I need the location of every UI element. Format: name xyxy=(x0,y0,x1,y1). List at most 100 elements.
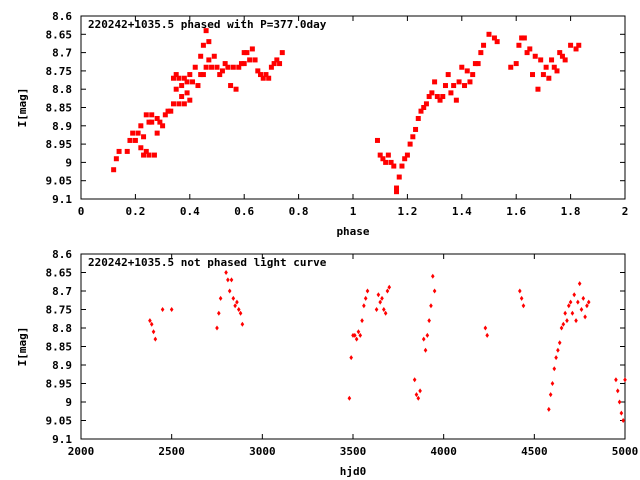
phased-data-point xyxy=(203,64,209,70)
phased-x-tick-label: 1 xyxy=(350,205,357,218)
phased-data-point xyxy=(277,61,283,67)
phased-data-point xyxy=(258,72,264,78)
phased-data-point xyxy=(494,39,500,45)
phased-data-point xyxy=(481,42,487,48)
phased-x-tick-label: 1.2 xyxy=(397,205,417,218)
phased-data-point xyxy=(429,90,435,96)
phased-data-point xyxy=(195,83,201,89)
phased-data-point xyxy=(268,64,274,70)
unphased-data-point xyxy=(347,395,352,401)
unphased-data-point xyxy=(566,303,571,309)
unphased-data-point xyxy=(351,332,355,338)
phased-data-point xyxy=(160,123,166,129)
phased-data-point xyxy=(141,134,147,140)
unphased-data-point xyxy=(548,392,553,398)
phased-data-point xyxy=(181,75,187,81)
unphased-x-axis-label: hjd0 xyxy=(340,465,367,478)
unphased-data-point xyxy=(577,281,582,287)
unphased-data-point xyxy=(362,303,366,309)
unphased-data-point xyxy=(412,377,417,383)
phased-data-point xyxy=(535,86,541,92)
phased-x-tick-label: 0.6 xyxy=(234,205,254,218)
unphased-data-point xyxy=(570,310,575,316)
unphased-data-point xyxy=(226,277,230,283)
unphased-data-point xyxy=(380,295,384,301)
phased-data-point xyxy=(249,46,255,52)
unphased-data-point xyxy=(430,273,435,279)
unphased-data-point xyxy=(356,329,361,335)
unphased-x-tick-label: 3500 xyxy=(340,445,367,458)
unphased-data-point xyxy=(429,303,433,309)
phased-data-point xyxy=(190,79,196,85)
phased-data-point xyxy=(138,123,144,129)
unphased-data-point xyxy=(224,270,228,275)
unphased-y-tick-label: 8.6 xyxy=(52,248,72,261)
unphased-data-point xyxy=(235,299,239,305)
phased-data-point xyxy=(486,31,492,37)
phased-x-axis-label: phase xyxy=(336,225,369,238)
phased-data-point xyxy=(241,61,247,67)
unphased-x-tick-label: 2500 xyxy=(158,445,185,458)
phased-data-point xyxy=(184,79,190,85)
phased-data-point xyxy=(255,68,261,74)
phased-data-point xyxy=(549,57,555,63)
phased-data-point xyxy=(116,148,122,154)
phased-data-point xyxy=(146,119,152,125)
unphased-data-point xyxy=(151,329,156,335)
phased-data-point xyxy=(266,75,272,81)
phased-chart-title: 220242+1035.5 phased with P=377.0day xyxy=(88,18,327,31)
phased-data-point xyxy=(260,75,266,81)
phased-data-point xyxy=(440,94,446,100)
unphased-y-tick-label: 8.95 xyxy=(46,378,73,391)
phased-data-point xyxy=(154,130,160,136)
unphased-x-tick-label: 4000 xyxy=(430,445,457,458)
phased-data-point xyxy=(149,119,155,125)
phased-data-point xyxy=(236,64,242,70)
phased-data-point xyxy=(432,79,438,85)
phased-x-tick-label: 0.4 xyxy=(180,205,200,218)
unphased-data-point xyxy=(217,310,221,316)
unphased-x-tick-label: 2000 xyxy=(68,445,95,458)
unphased-data-point xyxy=(615,388,620,394)
unphased-data-point xyxy=(149,321,154,327)
phased-data-point xyxy=(146,152,152,158)
phased-data-point xyxy=(472,61,478,67)
unphased-data-point xyxy=(550,381,555,386)
phased-y-tick-label: 8.85 xyxy=(46,102,73,115)
phased-y-tick-label: 8.75 xyxy=(46,65,73,78)
unphased-data-point xyxy=(521,303,526,309)
unphased-data-point xyxy=(416,395,421,401)
phased-data-point xyxy=(132,137,138,143)
unphased-data-point xyxy=(378,299,382,305)
unphased-data-point xyxy=(581,295,586,301)
unphased-data-point xyxy=(374,307,379,312)
unphased-x-tick-label: 3000 xyxy=(249,445,276,458)
phased-data-point xyxy=(546,75,552,81)
phased-data-point xyxy=(394,189,400,195)
unphased-data-point xyxy=(427,318,431,324)
unphased-data-point xyxy=(414,392,419,398)
unphased-data-point xyxy=(579,307,584,312)
phased-data-point xyxy=(200,42,206,48)
phased-data-point xyxy=(437,97,443,103)
unphased-y-tick-label: 9 xyxy=(65,396,72,409)
phased-data-point xyxy=(222,61,228,67)
unphased-data-point xyxy=(233,303,237,309)
unphased-data-point xyxy=(576,299,580,305)
phased-data-point xyxy=(388,159,394,165)
phased-data-point xyxy=(217,72,223,78)
phased-data-point xyxy=(143,148,149,154)
phased-data-point xyxy=(538,57,544,63)
phased-data-point xyxy=(241,50,247,56)
unphased-y-tick-label: 9.05 xyxy=(46,415,73,428)
unphased-data-point xyxy=(421,336,426,342)
phased-data-point xyxy=(573,46,579,52)
phased-data-point xyxy=(404,152,410,158)
phased-x-tick-label: 1.6 xyxy=(506,205,526,218)
phased-data-point xyxy=(464,68,470,74)
phased-data-point xyxy=(543,64,549,70)
phased-data-point xyxy=(385,152,391,158)
phased-data-point xyxy=(214,64,220,70)
phased-data-point xyxy=(554,68,560,74)
phased-data-point xyxy=(170,101,176,107)
